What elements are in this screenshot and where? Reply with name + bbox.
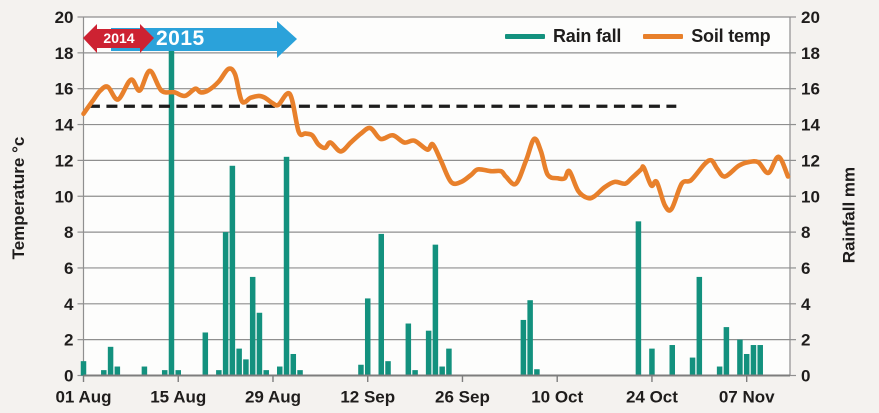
rainfall-bar	[263, 370, 269, 376]
rainfall-bar	[297, 370, 303, 376]
year-2015-label: 2015	[156, 27, 205, 50]
rainfall-bar	[358, 364, 364, 376]
rainfall-bar	[222, 232, 229, 376]
rainfall-bar	[168, 42, 175, 376]
x-axis-tick-label: 26 Sep	[435, 388, 490, 407]
right-axis-tick-label: 6	[801, 259, 810, 278]
right-axis-tick-label: 20	[801, 8, 820, 27]
x-axis-tick-label: 12 Sep	[340, 388, 395, 407]
right-axis-tick-label: 10	[801, 187, 820, 206]
rainfall-bar	[256, 312, 263, 376]
rainfall-bar	[141, 366, 148, 376]
legend-item-soiltemp: Soil temp	[643, 26, 771, 47]
rainfall-bar	[290, 353, 297, 376]
rainfall-bar	[405, 323, 412, 376]
rainfall-bar	[425, 330, 432, 376]
year-2014-arrow	[96, 29, 141, 48]
rainfall-bar	[243, 359, 249, 376]
rainfall-legend-label: Rain fall	[553, 26, 622, 46]
x-axis-tick-label: 07 Nov	[719, 388, 775, 407]
left-axis-tick-label: 18	[55, 44, 74, 63]
rainfall-bar	[385, 361, 391, 376]
left-axis-title: Temperature °c	[9, 136, 28, 260]
left-axis-tick-label: 16	[55, 80, 74, 99]
x-axis-tick-label: 15 Aug	[150, 388, 206, 407]
rainfall-bar	[635, 221, 642, 376]
rainfall-bar	[161, 370, 168, 376]
left-axis-tick-label: 0	[64, 367, 73, 386]
right-axis-tick-label: 8	[801, 223, 810, 242]
rainfall-bar	[439, 366, 445, 376]
left-axis-tick-label: 14	[55, 116, 74, 135]
rainfall-bar	[757, 345, 763, 376]
left-axis-tick-label: 12	[55, 151, 74, 170]
left-axis-tick-label: 4	[64, 295, 74, 314]
rainfall-bar	[737, 339, 743, 376]
legend: Rain fall Soil temp	[505, 26, 771, 47]
left-axis-tick-label: 8	[64, 223, 73, 242]
x-axis-tick-label: 01 Aug	[55, 388, 111, 407]
rainfall-bar	[743, 353, 750, 376]
rainfall-bar	[649, 348, 655, 376]
left-axis-tick-label: 2	[64, 331, 73, 350]
rainfall-bar	[364, 298, 371, 376]
rainfall-bar	[716, 366, 723, 376]
x-axis-tick-label: 24 Oct	[626, 388, 678, 407]
rainfall-bar	[750, 345, 757, 376]
left-axis-tick-label: 20	[55, 8, 74, 27]
rainfall-bar	[229, 165, 236, 376]
rainfall-bar	[107, 346, 114, 376]
year-2014-label: 2014	[103, 30, 135, 46]
soil-temp-line	[81, 66, 791, 213]
rainfall-bar	[432, 244, 439, 376]
right-axis-tick-label: 0	[801, 367, 810, 386]
right-axis-tick-label: 4	[801, 295, 811, 314]
rainfall-bar	[101, 370, 107, 376]
rainfall-bar	[669, 345, 675, 376]
right-axis-tick-label: 2	[801, 331, 810, 350]
rainfall-bar	[283, 156, 290, 376]
legend-item-rainfall: Rain fall	[505, 26, 621, 47]
rainfall-bar	[534, 369, 540, 376]
year-2015-arrowhead-icon	[277, 21, 297, 58]
rainfall-bar	[175, 370, 181, 376]
year-2014-right-arrowhead-icon	[140, 24, 154, 53]
left-axis-tick-label: 6	[64, 259, 73, 278]
rainfall-bar	[378, 233, 385, 376]
rainfall-bar	[446, 348, 452, 376]
rainfall-swatch-icon	[505, 34, 545, 39]
right-axis-tick-label: 16	[801, 80, 820, 99]
right-axis-tick-label: 14	[801, 116, 820, 135]
right-axis-title: Rainfall mm	[839, 166, 859, 264]
rainfall-bar	[114, 366, 121, 376]
rainfall-bar	[723, 327, 730, 376]
year-2014-left-arrowhead-icon	[83, 24, 97, 53]
rainfall-bar	[216, 370, 222, 376]
rainfall-bar	[689, 357, 696, 376]
right-axis-tick-label: 12	[801, 151, 820, 170]
rainfall-bar	[696, 276, 703, 376]
rainfall-bar	[520, 319, 527, 376]
left-axis-tick-label: 10	[55, 187, 74, 206]
rainfall-bar	[202, 332, 209, 376]
rainfall-bar	[277, 366, 283, 376]
x-axis-tick-label: 10 Oct	[531, 388, 583, 407]
rainfall-bar	[249, 276, 256, 376]
soiltemp-swatch-icon	[643, 34, 684, 39]
x-axis-tick-label: 29 Aug	[245, 388, 301, 407]
soiltemp-legend-label: Soil temp	[691, 26, 771, 46]
rainfall-bar	[236, 348, 242, 376]
rainfall-bar	[527, 300, 533, 376]
right-axis-tick-label: 18	[801, 44, 820, 63]
rainfall-bar	[80, 361, 87, 376]
rainfall-bar	[412, 370, 418, 376]
